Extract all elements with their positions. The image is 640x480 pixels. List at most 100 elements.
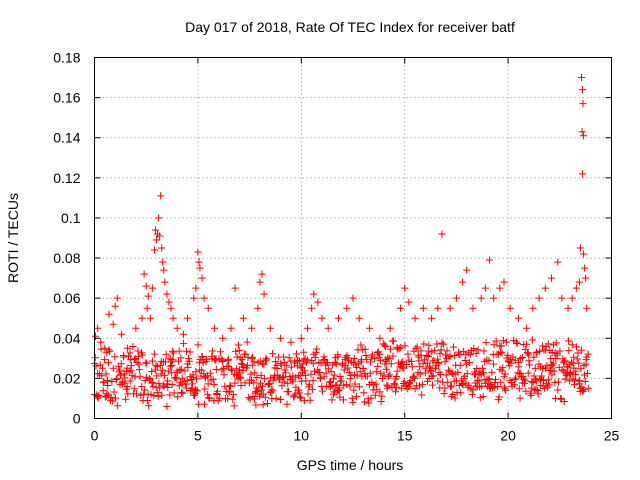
data-point — [513, 339, 521, 348]
data-point — [269, 386, 277, 394]
data-point — [150, 350, 159, 358]
data-point — [567, 370, 575, 378]
data-point — [277, 359, 285, 368]
data-point — [149, 378, 157, 387]
data-point — [226, 382, 235, 390]
data-point — [316, 374, 325, 383]
data-point — [576, 376, 584, 385]
data-point — [392, 372, 401, 381]
data-point — [431, 346, 439, 355]
data-point — [236, 373, 244, 381]
data-point — [496, 348, 505, 356]
data-point — [478, 364, 487, 372]
data-point — [276, 395, 285, 404]
data-point — [473, 376, 482, 384]
data-point — [313, 345, 321, 353]
data-point — [200, 400, 209, 408]
data-point — [279, 373, 287, 382]
data-point — [281, 369, 290, 377]
data-point — [564, 337, 573, 345]
data-point — [441, 351, 450, 359]
data-point — [376, 357, 385, 365]
data-point — [416, 370, 424, 378]
data-point — [192, 375, 201, 383]
data-point — [392, 383, 400, 391]
data-point — [310, 290, 318, 298]
data-point — [438, 230, 446, 238]
data-point — [123, 383, 131, 391]
data-point — [108, 377, 116, 386]
data-point — [570, 381, 578, 389]
data-point — [179, 330, 188, 338]
y-tick-label: 0.18 — [53, 50, 80, 66]
data-point — [92, 362, 100, 370]
data-point — [386, 324, 394, 332]
data-point — [151, 366, 159, 374]
data-point — [209, 375, 217, 383]
data-point — [350, 386, 358, 394]
data-point — [378, 374, 387, 383]
data-point — [183, 376, 191, 385]
data-point — [206, 369, 214, 377]
data-point — [285, 353, 293, 362]
data-point — [211, 356, 219, 364]
data-point — [126, 349, 134, 357]
data-point — [338, 361, 346, 369]
data-point — [329, 375, 337, 383]
data-point — [490, 341, 498, 349]
data-point — [297, 363, 305, 371]
data-point — [235, 369, 243, 377]
x-tick-labels: 0 5 10 15 20 25 — [91, 428, 620, 444]
data-point — [401, 284, 409, 292]
x-tick-label: 25 — [604, 428, 620, 444]
data-point — [250, 395, 259, 403]
data-point — [434, 304, 442, 312]
data-point — [343, 304, 351, 312]
data-point — [327, 367, 335, 376]
data-point — [155, 214, 163, 222]
data-point — [575, 359, 583, 367]
data-point — [308, 304, 316, 312]
data-point — [375, 353, 383, 361]
data-point — [390, 379, 398, 388]
data-point — [336, 372, 344, 381]
data-point — [366, 369, 374, 377]
data-point — [149, 383, 157, 391]
data-point — [144, 292, 152, 300]
data-point — [112, 375, 120, 384]
data-point — [135, 352, 143, 361]
data-point — [229, 395, 237, 403]
data-point — [102, 370, 110, 378]
data-point — [560, 357, 569, 365]
data-point — [397, 343, 405, 351]
data-point — [423, 377, 432, 385]
data-point — [404, 350, 412, 358]
data-point — [376, 334, 384, 342]
data-point — [346, 375, 354, 383]
x-axis-label: GPS time / hours — [297, 457, 404, 473]
data-point — [99, 387, 107, 395]
data-point — [145, 402, 153, 410]
data-point — [548, 371, 556, 379]
x-tick-label: 15 — [397, 428, 413, 444]
data-point — [111, 302, 119, 310]
data-point — [410, 374, 419, 382]
data-point — [372, 380, 380, 388]
data-point — [117, 371, 125, 379]
data-point — [126, 377, 134, 385]
data-point — [577, 365, 585, 373]
y-tick-label: 0.08 — [53, 250, 80, 266]
data-point — [268, 350, 277, 358]
data-point — [148, 284, 157, 292]
data-point — [280, 353, 288, 361]
data-point — [150, 246, 159, 254]
data-point — [530, 372, 538, 380]
data-point — [136, 373, 144, 381]
data-point — [376, 388, 384, 396]
data-point — [359, 364, 367, 373]
data-point — [290, 392, 298, 400]
data-point — [433, 340, 441, 348]
data-point — [174, 393, 182, 401]
data-point — [303, 324, 312, 332]
data-point — [171, 373, 180, 382]
